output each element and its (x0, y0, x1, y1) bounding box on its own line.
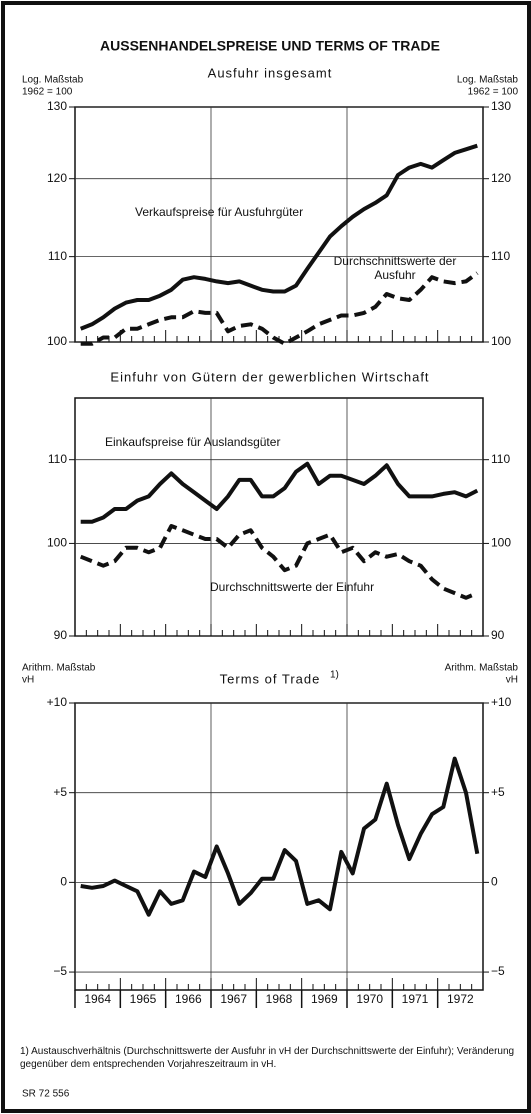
series-label: Einkaufspreise für Auslandsgüter (105, 435, 280, 449)
y-tick-label: 100 (47, 334, 67, 348)
axis-note: vH (506, 675, 518, 686)
axis-note: Arithm. Maßstab (22, 663, 96, 674)
x-tick-label: 1970 (356, 992, 383, 1006)
panel-title: Einfuhr von Gütern der gewerblichen Wirt… (110, 369, 429, 384)
axis-note: Arithm. Maßstab (445, 663, 519, 674)
y2-tick-label: 100 (491, 536, 511, 550)
x-tick-label: 1967 (220, 992, 247, 1006)
y2-tick-label: 0 (491, 875, 498, 889)
axis-note: Log. Maßstab (22, 75, 84, 86)
series-label: Durchschnittswerte der Einfuhr (210, 580, 374, 594)
y-tick-label: −5 (53, 964, 67, 978)
series-line (79, 143, 478, 331)
y-tick-label: 90 (54, 628, 68, 642)
footnote: 1) Austauschverhältnis (Durchschnittswer… (20, 1046, 515, 1070)
x-tick-label: 1965 (130, 992, 157, 1006)
y-tick-label: 0 (60, 875, 67, 889)
y2-tick-label: +5 (491, 785, 505, 799)
plot-frame (74, 702, 484, 991)
series-line (79, 524, 479, 600)
series-line (80, 271, 479, 346)
axis-note: vH (22, 675, 34, 686)
y2-tick-label: +10 (491, 695, 512, 709)
y-tick-label: +10 (47, 695, 68, 709)
plot-frame (74, 106, 484, 343)
x-tick-label: 1968 (266, 992, 293, 1006)
axis-note: 1962 = 100 (468, 87, 519, 98)
series-label: Verkaufspreise für Ausfuhrgüter (135, 205, 303, 219)
y2-tick-label: 90 (491, 628, 505, 642)
y-tick-label: 110 (48, 249, 67, 263)
y-tick-label: 100 (47, 536, 67, 550)
series-line (80, 461, 479, 524)
panel-title: Terms of Trade (220, 671, 321, 686)
axis-note: 1962 = 100 (22, 87, 73, 98)
y-tick-label: 110 (48, 452, 67, 466)
series-label: Durchschnittswerte der Ausfuhr (333, 254, 457, 282)
title-note: 1) (330, 670, 339, 681)
x-tick-label: 1966 (175, 992, 202, 1006)
y2-tick-label: 110 (491, 452, 510, 466)
x-tick-label: 1969 (311, 992, 338, 1006)
y-tick-label: 130 (47, 99, 67, 113)
y-tick-label: +5 (53, 785, 67, 799)
y-tick-label: 120 (47, 171, 67, 185)
y2-tick-label: 100 (491, 334, 511, 348)
y2-tick-label: 120 (491, 171, 511, 185)
main-title: AUSSENHANDELSPREISE UND TERMS OF TRADE (100, 38, 440, 54)
x-tick-label: 1972 (447, 992, 474, 1006)
x-tick-label: 1964 (84, 992, 111, 1006)
y2-tick-label: 110 (491, 249, 510, 263)
footnote-box: 1) Austauschverhältnis (Durchschnittswer… (20, 1046, 515, 1070)
axis-note: Log. Maßstab (457, 75, 519, 86)
panel-title: Ausfuhr insgesamt (208, 65, 333, 80)
series-label-box: Durchschnittswerte der Ausfuhr (333, 254, 457, 282)
plot-frame (74, 397, 484, 637)
y2-tick-label: 130 (491, 99, 511, 113)
source: SR 72 556 (22, 1089, 70, 1100)
series-line (80, 756, 480, 917)
x-tick-label: 1971 (402, 992, 429, 1006)
y2-tick-label: −5 (491, 964, 505, 978)
